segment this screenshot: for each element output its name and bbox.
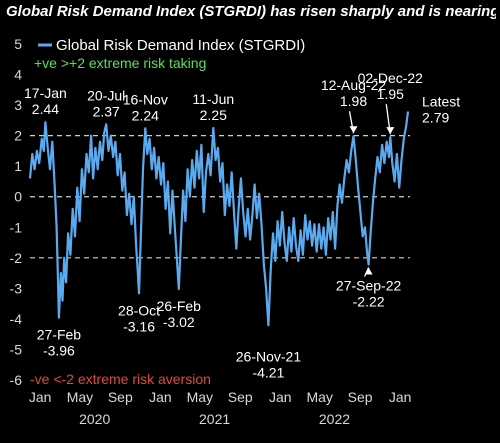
annotation-value: 2.37 — [93, 103, 120, 119]
x-tick-label: May — [306, 389, 332, 405]
y-tick-label: -4 — [10, 311, 23, 327]
annotation-value: -3.02 — [163, 314, 195, 330]
y-tick-label: -2 — [10, 250, 23, 266]
annotation-date: 28-Oct — [118, 302, 160, 318]
y-tick-label: 5 — [14, 36, 22, 52]
annotation-ann-feb20: 27-Feb-3.96 — [37, 327, 82, 359]
y-tick-label: -5 — [10, 341, 23, 357]
y-tick-label: -6 — [10, 372, 23, 388]
annotation-arrowhead — [349, 126, 358, 134]
annotation-ann-oct20: 28-Oct-3.16 — [118, 302, 160, 334]
annotation-date: 16-Nov — [123, 91, 168, 107]
annotation-arrowhead — [364, 267, 373, 275]
annotation-date: 26-Nov-21 — [236, 348, 302, 364]
series-group — [28, 111, 410, 327]
annotation-value: 1.95 — [377, 86, 404, 102]
note-extreme-taking: +ve >+2 extreme risk taking — [34, 55, 206, 71]
reference-lines — [30, 135, 410, 259]
annotation-date: 27-Feb — [37, 327, 82, 343]
y-tick-label: 3 — [14, 97, 22, 113]
annotation-value: 2.25 — [200, 107, 227, 123]
y-tick-label: 1 — [14, 158, 22, 174]
x-tick-label: Jan — [269, 389, 292, 405]
annotation-value: -3.16 — [123, 318, 155, 334]
annotation-ann-feb21: 26-Feb-3.02 — [157, 298, 202, 330]
annotation-date: Latest — [422, 94, 460, 110]
annotation-value: -4.21 — [252, 364, 284, 380]
annotation-ann-dec22: 02-Dec-221.95 — [358, 70, 424, 135]
annotation-value: 2.79 — [422, 110, 449, 126]
annotation-value: -2.22 — [353, 294, 385, 310]
annotation-ann-nov21: 26-Nov-21-4.21 — [236, 348, 302, 380]
x-tick-label: Jan — [29, 389, 52, 405]
annotation-value: 2.24 — [132, 107, 159, 123]
y-tick-label: -1 — [10, 219, 23, 235]
annotations: 17-Jan2.4427-Feb-3.9620-Jul2.3728-Oct-3.… — [24, 70, 460, 380]
y-axis-ticks: 5 4 3 2 1 0 -1 -2 -3 -4 -5 -6 — [10, 36, 23, 388]
annotation-value: -3.96 — [43, 343, 75, 359]
annotation-date: 12-Aug-22 — [321, 77, 387, 93]
x-tick-label: May — [187, 389, 213, 405]
year-label: 2021 — [199, 411, 230, 427]
x-tick-label: Jan — [389, 389, 412, 405]
annotation-value: 2.44 — [32, 101, 59, 117]
annotation-date: 02-Dec-22 — [358, 70, 424, 86]
year-label: 2020 — [79, 411, 110, 427]
y-tick-label: 0 — [14, 189, 22, 205]
annotation-date: 11-Jun — [192, 91, 234, 107]
headline: Global Risk Demand Index (STGRDI) has ri… — [6, 3, 496, 20]
annotation-ann-aug22: 12-Aug-221.98 — [321, 77, 387, 134]
series-line — [28, 111, 410, 327]
legend-label: Global Risk Demand Index (STGRDI) — [56, 37, 305, 54]
x-tick-label: Sep — [108, 389, 133, 405]
year-labels: 2020 2021 2022 — [79, 411, 350, 427]
annotation-date: 26-Feb — [157, 298, 202, 314]
annotation-arrowhead — [386, 127, 395, 135]
annotation-ann-sep22: 27-Sep-22-2.22 — [336, 267, 402, 310]
y-tick-label: -3 — [10, 280, 23, 296]
x-tick-label: May — [67, 389, 93, 405]
annotation-date: 20-Jul — [87, 87, 125, 103]
y-tick-label: 4 — [14, 67, 22, 83]
note-extreme-aversion: -ve <-2 extreme risk aversion — [30, 371, 211, 387]
x-tick-label: Sep — [348, 389, 373, 405]
annotation-date: 27-Sep-22 — [336, 278, 402, 294]
x-tick-label: Sep — [228, 389, 253, 405]
annotation-date: 17-Jan — [24, 85, 67, 101]
x-tick-label: Jan — [149, 389, 172, 405]
annotation-value: 1.98 — [340, 93, 367, 109]
year-label: 2022 — [319, 411, 350, 427]
x-axis-ticks: Jan May Sep Jan May Sep Jan May Sep Jan — [29, 389, 412, 405]
y-tick-label: 2 — [14, 128, 22, 144]
